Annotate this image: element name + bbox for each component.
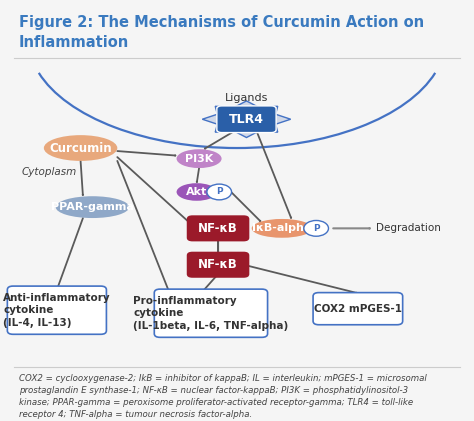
Text: Ligands: Ligands [225, 93, 268, 103]
Text: Pro-inflammatory
cytokine
(IL-1beta, IL-6, TNF-alpha): Pro-inflammatory cytokine (IL-1beta, IL-… [133, 296, 289, 330]
Text: Figure 2: The Mechanisms of Curcumin Action on
Inflammation: Figure 2: The Mechanisms of Curcumin Act… [19, 15, 424, 50]
Text: PPAR-gamma: PPAR-gamma [51, 202, 134, 212]
FancyBboxPatch shape [187, 252, 249, 278]
Text: NF-κB: NF-κB [198, 222, 238, 235]
Text: TLR4: TLR4 [229, 113, 264, 126]
FancyBboxPatch shape [7, 286, 106, 334]
Text: P: P [313, 224, 319, 233]
Text: P: P [216, 187, 222, 197]
Text: Degradation: Degradation [376, 224, 441, 233]
Ellipse shape [44, 135, 118, 161]
FancyBboxPatch shape [217, 106, 276, 133]
Text: Anti-inflammatory
cytokine
(IL-4, IL-13): Anti-inflammatory cytokine (IL-4, IL-13) [3, 293, 111, 328]
Text: PI3K: PI3K [185, 154, 213, 164]
Ellipse shape [252, 219, 312, 238]
Ellipse shape [176, 149, 221, 168]
Text: Akt: Akt [186, 187, 207, 197]
FancyBboxPatch shape [155, 289, 267, 337]
Text: COX2 = cyclooxygenase-2; IkB = inhibitor of kappaB; IL = interleukin; mPGES-1 = : COX2 = cyclooxygenase-2; IkB = inhibitor… [19, 374, 427, 419]
FancyBboxPatch shape [187, 215, 249, 241]
Text: COX2 mPGES-1: COX2 mPGES-1 [314, 304, 402, 314]
Ellipse shape [55, 196, 129, 218]
Text: NF-κB: NF-κB [198, 258, 238, 271]
Text: Curcumin: Curcumin [49, 141, 112, 155]
Circle shape [304, 221, 328, 236]
Circle shape [207, 184, 231, 200]
Polygon shape [202, 101, 291, 138]
Ellipse shape [176, 183, 217, 201]
Text: Cytoplasm: Cytoplasm [21, 167, 77, 177]
Text: IκB-alpha: IκB-alpha [252, 224, 312, 233]
FancyBboxPatch shape [313, 293, 402, 325]
